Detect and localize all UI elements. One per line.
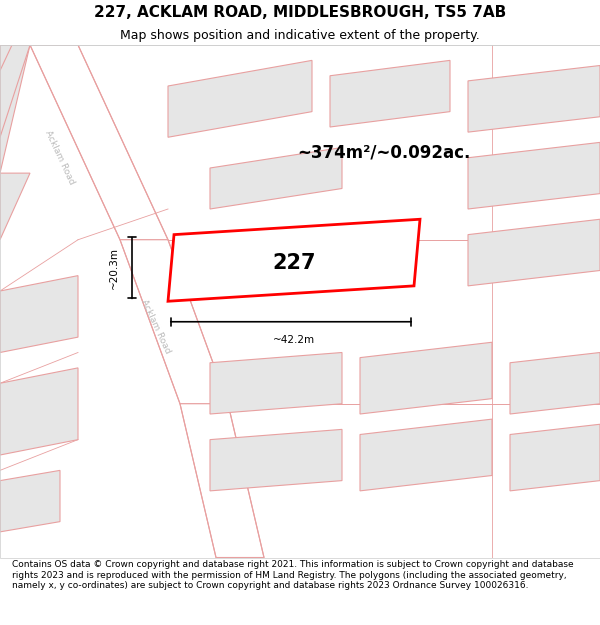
Polygon shape	[330, 61, 450, 127]
Polygon shape	[0, 471, 60, 532]
Text: Acklam Road: Acklam Road	[44, 129, 76, 186]
Polygon shape	[168, 219, 420, 301]
Polygon shape	[30, 45, 168, 240]
Text: 227: 227	[272, 253, 316, 272]
Polygon shape	[0, 173, 30, 240]
Polygon shape	[468, 66, 600, 132]
Polygon shape	[210, 429, 342, 491]
Text: ~374m²/~0.092ac.: ~374m²/~0.092ac.	[298, 144, 470, 162]
Polygon shape	[0, 45, 30, 138]
Text: Acklam Road: Acklam Road	[140, 298, 172, 356]
Polygon shape	[360, 419, 492, 491]
Polygon shape	[468, 219, 600, 286]
Polygon shape	[180, 404, 264, 558]
Polygon shape	[210, 352, 342, 414]
Text: ~42.2m: ~42.2m	[273, 335, 315, 345]
Polygon shape	[468, 142, 600, 209]
Polygon shape	[0, 45, 30, 173]
Polygon shape	[0, 368, 78, 455]
Polygon shape	[510, 352, 600, 414]
Polygon shape	[210, 148, 342, 209]
Text: Map shows position and indicative extent of the property.: Map shows position and indicative extent…	[120, 29, 480, 42]
Polygon shape	[360, 342, 492, 414]
Polygon shape	[510, 424, 600, 491]
Text: ~20.3m: ~20.3m	[109, 247, 119, 289]
Polygon shape	[120, 240, 228, 404]
Text: Contains OS data © Crown copyright and database right 2021. This information is : Contains OS data © Crown copyright and d…	[12, 560, 574, 590]
Polygon shape	[168, 61, 312, 138]
Text: 227, ACKLAM ROAD, MIDDLESBROUGH, TS5 7AB: 227, ACKLAM ROAD, MIDDLESBROUGH, TS5 7AB	[94, 4, 506, 19]
Polygon shape	[0, 276, 78, 352]
